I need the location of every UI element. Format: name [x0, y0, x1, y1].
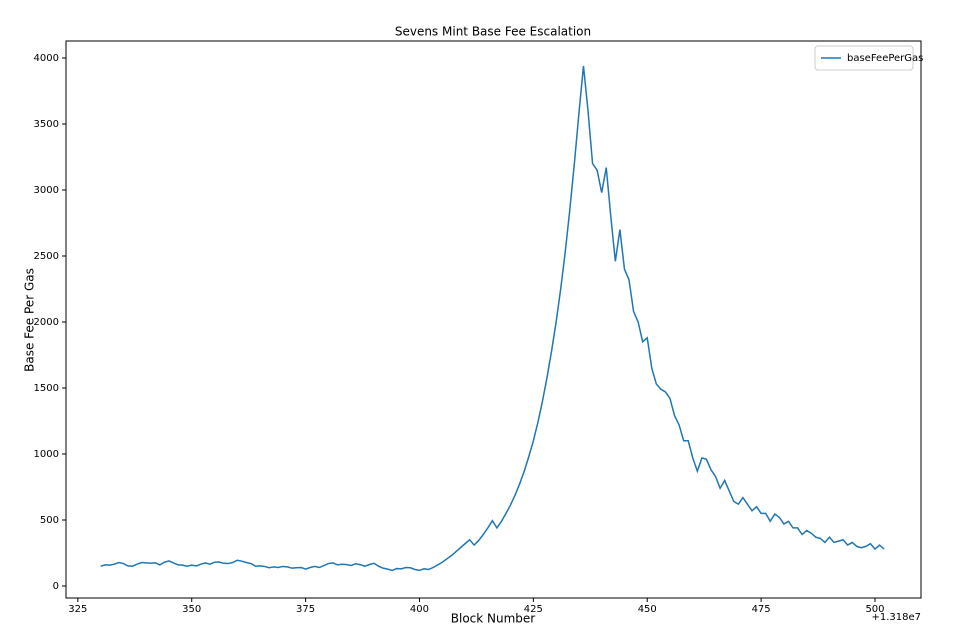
y-axis-label: Base Fee Per Gas: [23, 268, 37, 372]
y-tick-label: 4000: [34, 53, 59, 64]
y-tick-label: 3500: [34, 119, 59, 130]
x-offset-label: +1.318e7: [871, 612, 921, 623]
x-tick-label: 500: [865, 604, 884, 615]
x-tick-label: 350: [182, 604, 201, 615]
x-tick-label: 325: [68, 604, 87, 615]
x-tick-label: 475: [752, 604, 771, 615]
line-series: [100, 65, 885, 572]
x-tick-label: 375: [296, 604, 315, 615]
y-tick-label: 0: [53, 581, 59, 592]
y-tick-label: 3000: [34, 185, 59, 196]
y-tick-label: 1000: [34, 449, 59, 460]
y-tick-label: 2000: [34, 317, 59, 328]
x-tick-label: 400: [410, 604, 429, 615]
chart-title: Sevens Mint Base Fee Escalation: [395, 25, 591, 39]
y-tick-label: 2500: [34, 251, 59, 262]
y-tick-label: 500: [40, 515, 59, 526]
y-tick-label: 1500: [34, 383, 59, 394]
axes-frame: [65, 40, 922, 599]
x-tick-label: 425: [524, 604, 543, 615]
legend-label: baseFeePerGas: [847, 53, 923, 64]
x-axis-label: Block Number: [451, 612, 536, 626]
legend-box: [814, 45, 914, 71]
x-tick-label: 450: [638, 604, 657, 615]
